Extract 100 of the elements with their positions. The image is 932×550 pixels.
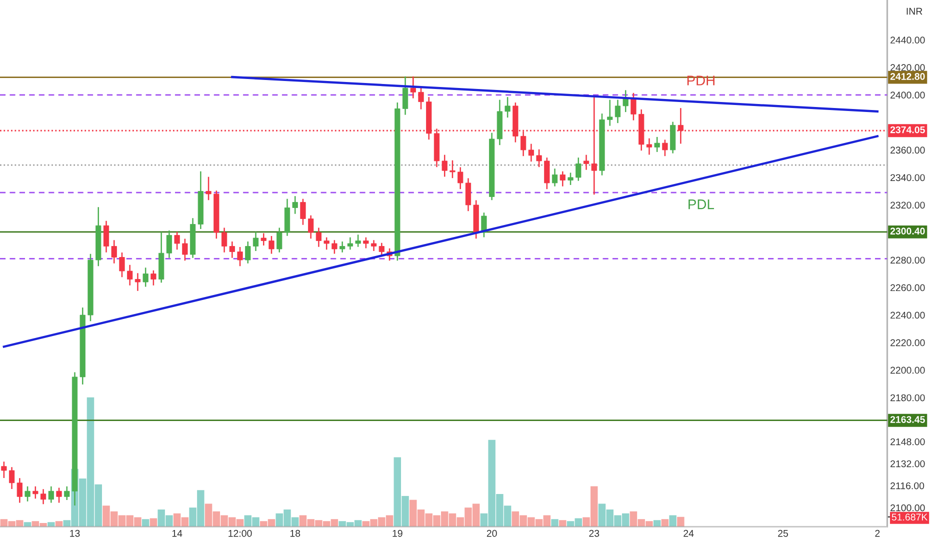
bar bbox=[142, 519, 150, 527]
ref-line-label: 2412.80 bbox=[890, 73, 925, 80]
y-tick-label: 2320.00 bbox=[890, 202, 925, 209]
candlestick bbox=[646, 138, 652, 155]
candlestick bbox=[528, 144, 534, 162]
candlestick bbox=[536, 149, 542, 168]
candlestick bbox=[268, 236, 274, 254]
candlestick bbox=[1, 462, 7, 478]
candlestick bbox=[134, 273, 141, 291]
x-tick-label: 12:00 bbox=[228, 530, 252, 537]
candlestick bbox=[324, 237, 330, 250]
bar bbox=[24, 522, 32, 527]
candlestick bbox=[614, 100, 621, 124]
candlestick bbox=[142, 268, 148, 287]
candlestick bbox=[607, 100, 613, 126]
bar bbox=[55, 521, 63, 527]
ref-line-label: 2374.05 bbox=[890, 126, 925, 134]
bar bbox=[677, 516, 684, 527]
y-tick-label: 2260.00 bbox=[890, 284, 925, 292]
bar bbox=[661, 519, 669, 527]
y-tick-label: 2400.00 bbox=[890, 92, 925, 99]
candlestick bbox=[316, 228, 322, 247]
candlestick bbox=[206, 176, 212, 200]
y-tick-label: 2132.00 bbox=[890, 460, 925, 468]
candlestick bbox=[418, 87, 424, 110]
candlestick bbox=[56, 488, 62, 503]
bar bbox=[150, 518, 158, 527]
x-tick-label: 18 bbox=[290, 530, 300, 537]
x-tick-label: 19 bbox=[392, 530, 402, 537]
x-tick-label: 14 bbox=[172, 530, 182, 537]
candlestick bbox=[237, 247, 243, 266]
y-tick-label: 2240.00 bbox=[890, 312, 925, 319]
candlestick bbox=[378, 242, 384, 257]
candlestick bbox=[662, 140, 668, 156]
candlestick bbox=[48, 486, 54, 503]
annotation: PDH bbox=[687, 76, 714, 86]
annotation: PDL bbox=[688, 200, 714, 210]
candlestick bbox=[363, 237, 369, 248]
ref-line-label: 2300.40 bbox=[890, 228, 925, 235]
candlestick bbox=[24, 486, 30, 502]
candlestick bbox=[340, 242, 346, 252]
x-tick-label: 13 bbox=[70, 530, 80, 537]
y-tick-label: 2180.00 bbox=[890, 394, 925, 402]
candlestick bbox=[127, 264, 133, 286]
candlestick bbox=[410, 76, 416, 98]
candlestick bbox=[583, 154, 590, 170]
y-tick-label: 2360.00 bbox=[890, 146, 925, 154]
candlestick bbox=[504, 97, 510, 118]
y-tick-label: 2100.00 bbox=[890, 504, 925, 512]
candlestick bbox=[568, 172, 574, 185]
x-tick-label: 20 bbox=[486, 530, 497, 537]
candlestick bbox=[552, 168, 558, 186]
y-tick-label: 2148.00 bbox=[890, 438, 925, 446]
candlestick bbox=[8, 467, 15, 490]
candlestick bbox=[182, 238, 188, 261]
candlestick bbox=[355, 234, 361, 247]
x-tick-label: 25 bbox=[778, 530, 788, 537]
y-tick-label: 2440.00 bbox=[890, 36, 925, 44]
y-tick-label: 2116.00 bbox=[890, 482, 924, 490]
ref-line-label: 2163.45 bbox=[890, 416, 925, 423]
bar bbox=[653, 520, 661, 527]
bar bbox=[551, 519, 558, 527]
y2-tick-label: 51.687K bbox=[892, 514, 928, 521]
y-tick-label: 2220.00 bbox=[890, 339, 925, 346]
candlestick bbox=[654, 136, 660, 152]
candlestick bbox=[174, 232, 180, 250]
candlestick bbox=[150, 270, 156, 286]
candlestick bbox=[300, 198, 306, 225]
candlestick bbox=[458, 167, 464, 190]
y-tick-label: 2420.00 bbox=[890, 64, 925, 72]
candlestick bbox=[229, 242, 235, 258]
candlestick bbox=[32, 486, 38, 499]
bar bbox=[48, 522, 55, 527]
candlestick bbox=[276, 228, 282, 252]
candlestick bbox=[442, 154, 448, 177]
candlestick bbox=[308, 215, 314, 239]
candlestick bbox=[103, 220, 110, 252]
x-tick-label: 2 bbox=[875, 530, 880, 537]
candlestick bbox=[560, 171, 566, 186]
text: INR bbox=[906, 8, 922, 15]
candlestick bbox=[332, 240, 338, 254]
candlestick bbox=[64, 486, 70, 500]
candlestick bbox=[252, 232, 259, 252]
y-tick-label: 2340.00 bbox=[890, 174, 925, 182]
candlestick bbox=[465, 178, 472, 212]
candlestick bbox=[630, 92, 636, 120]
candlestick bbox=[576, 158, 582, 181]
candlestick bbox=[544, 158, 550, 190]
candlestick bbox=[450, 160, 456, 178]
bar bbox=[559, 520, 566, 527]
candlestick bbox=[260, 233, 266, 246]
candlestick bbox=[347, 237, 353, 250]
candlestick bbox=[292, 196, 298, 214]
candlestick bbox=[119, 252, 125, 278]
candlestick bbox=[481, 212, 487, 238]
candlestick bbox=[370, 240, 377, 252]
candlestick bbox=[221, 228, 228, 252]
candlestick bbox=[166, 230, 172, 258]
candlestick bbox=[40, 489, 46, 504]
y-tick-label: 2200.00 bbox=[890, 366, 925, 374]
